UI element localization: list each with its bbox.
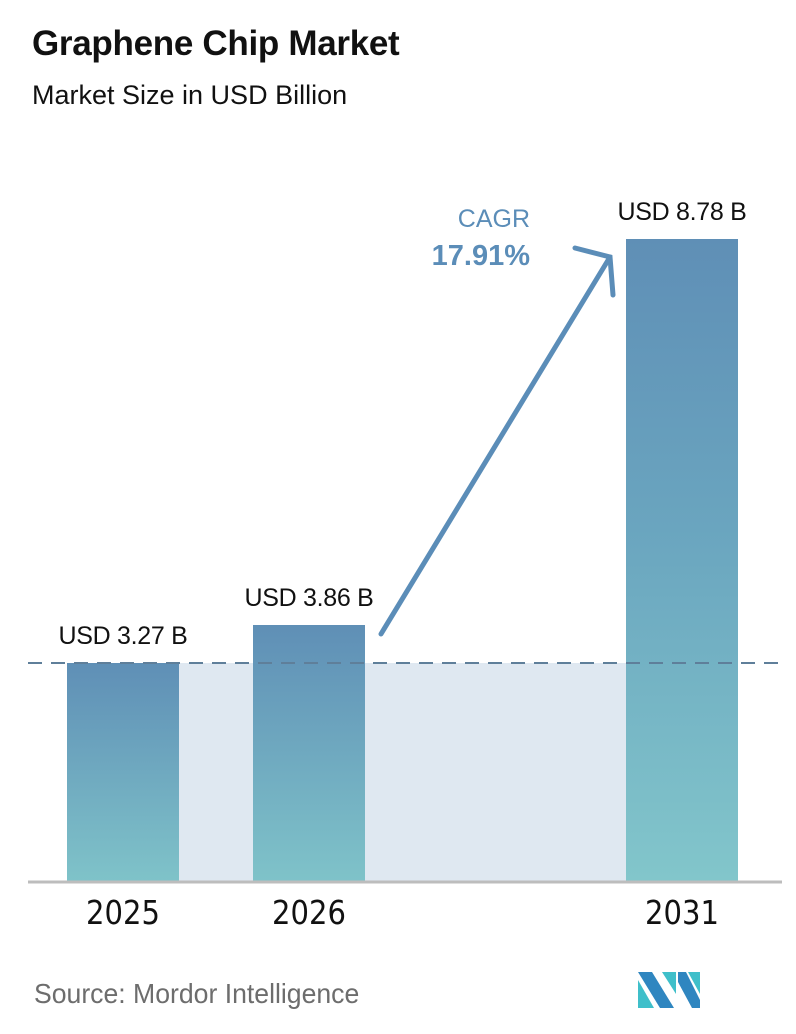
bar-label-2026: USD 3.86 B bbox=[244, 584, 374, 612]
cagr-value: 17.91% bbox=[431, 240, 530, 272]
bar-2031 bbox=[626, 239, 738, 882]
x-label-2025: 2025 bbox=[86, 893, 160, 932]
bar-label-2031: USD 8.78 B bbox=[617, 198, 747, 226]
cagr-label: CAGR bbox=[457, 205, 530, 233]
x-label-2031: 2031 bbox=[645, 893, 719, 932]
mordor-intelligence-logo-icon bbox=[638, 972, 700, 1008]
bar-2025 bbox=[67, 663, 179, 882]
reference-band bbox=[179, 663, 626, 882]
cagr-arrow-icon bbox=[378, 245, 616, 637]
bar-label-2025: USD 3.27 B bbox=[58, 622, 188, 650]
chart-subtitle: Market Size in USD Billion bbox=[32, 80, 348, 110]
chart-title: Graphene Chip Market bbox=[32, 24, 400, 63]
source-text: Source: Mordor Intelligence bbox=[34, 978, 360, 1009]
bar-2026 bbox=[253, 625, 365, 882]
x-label-2026: 2026 bbox=[272, 893, 346, 932]
